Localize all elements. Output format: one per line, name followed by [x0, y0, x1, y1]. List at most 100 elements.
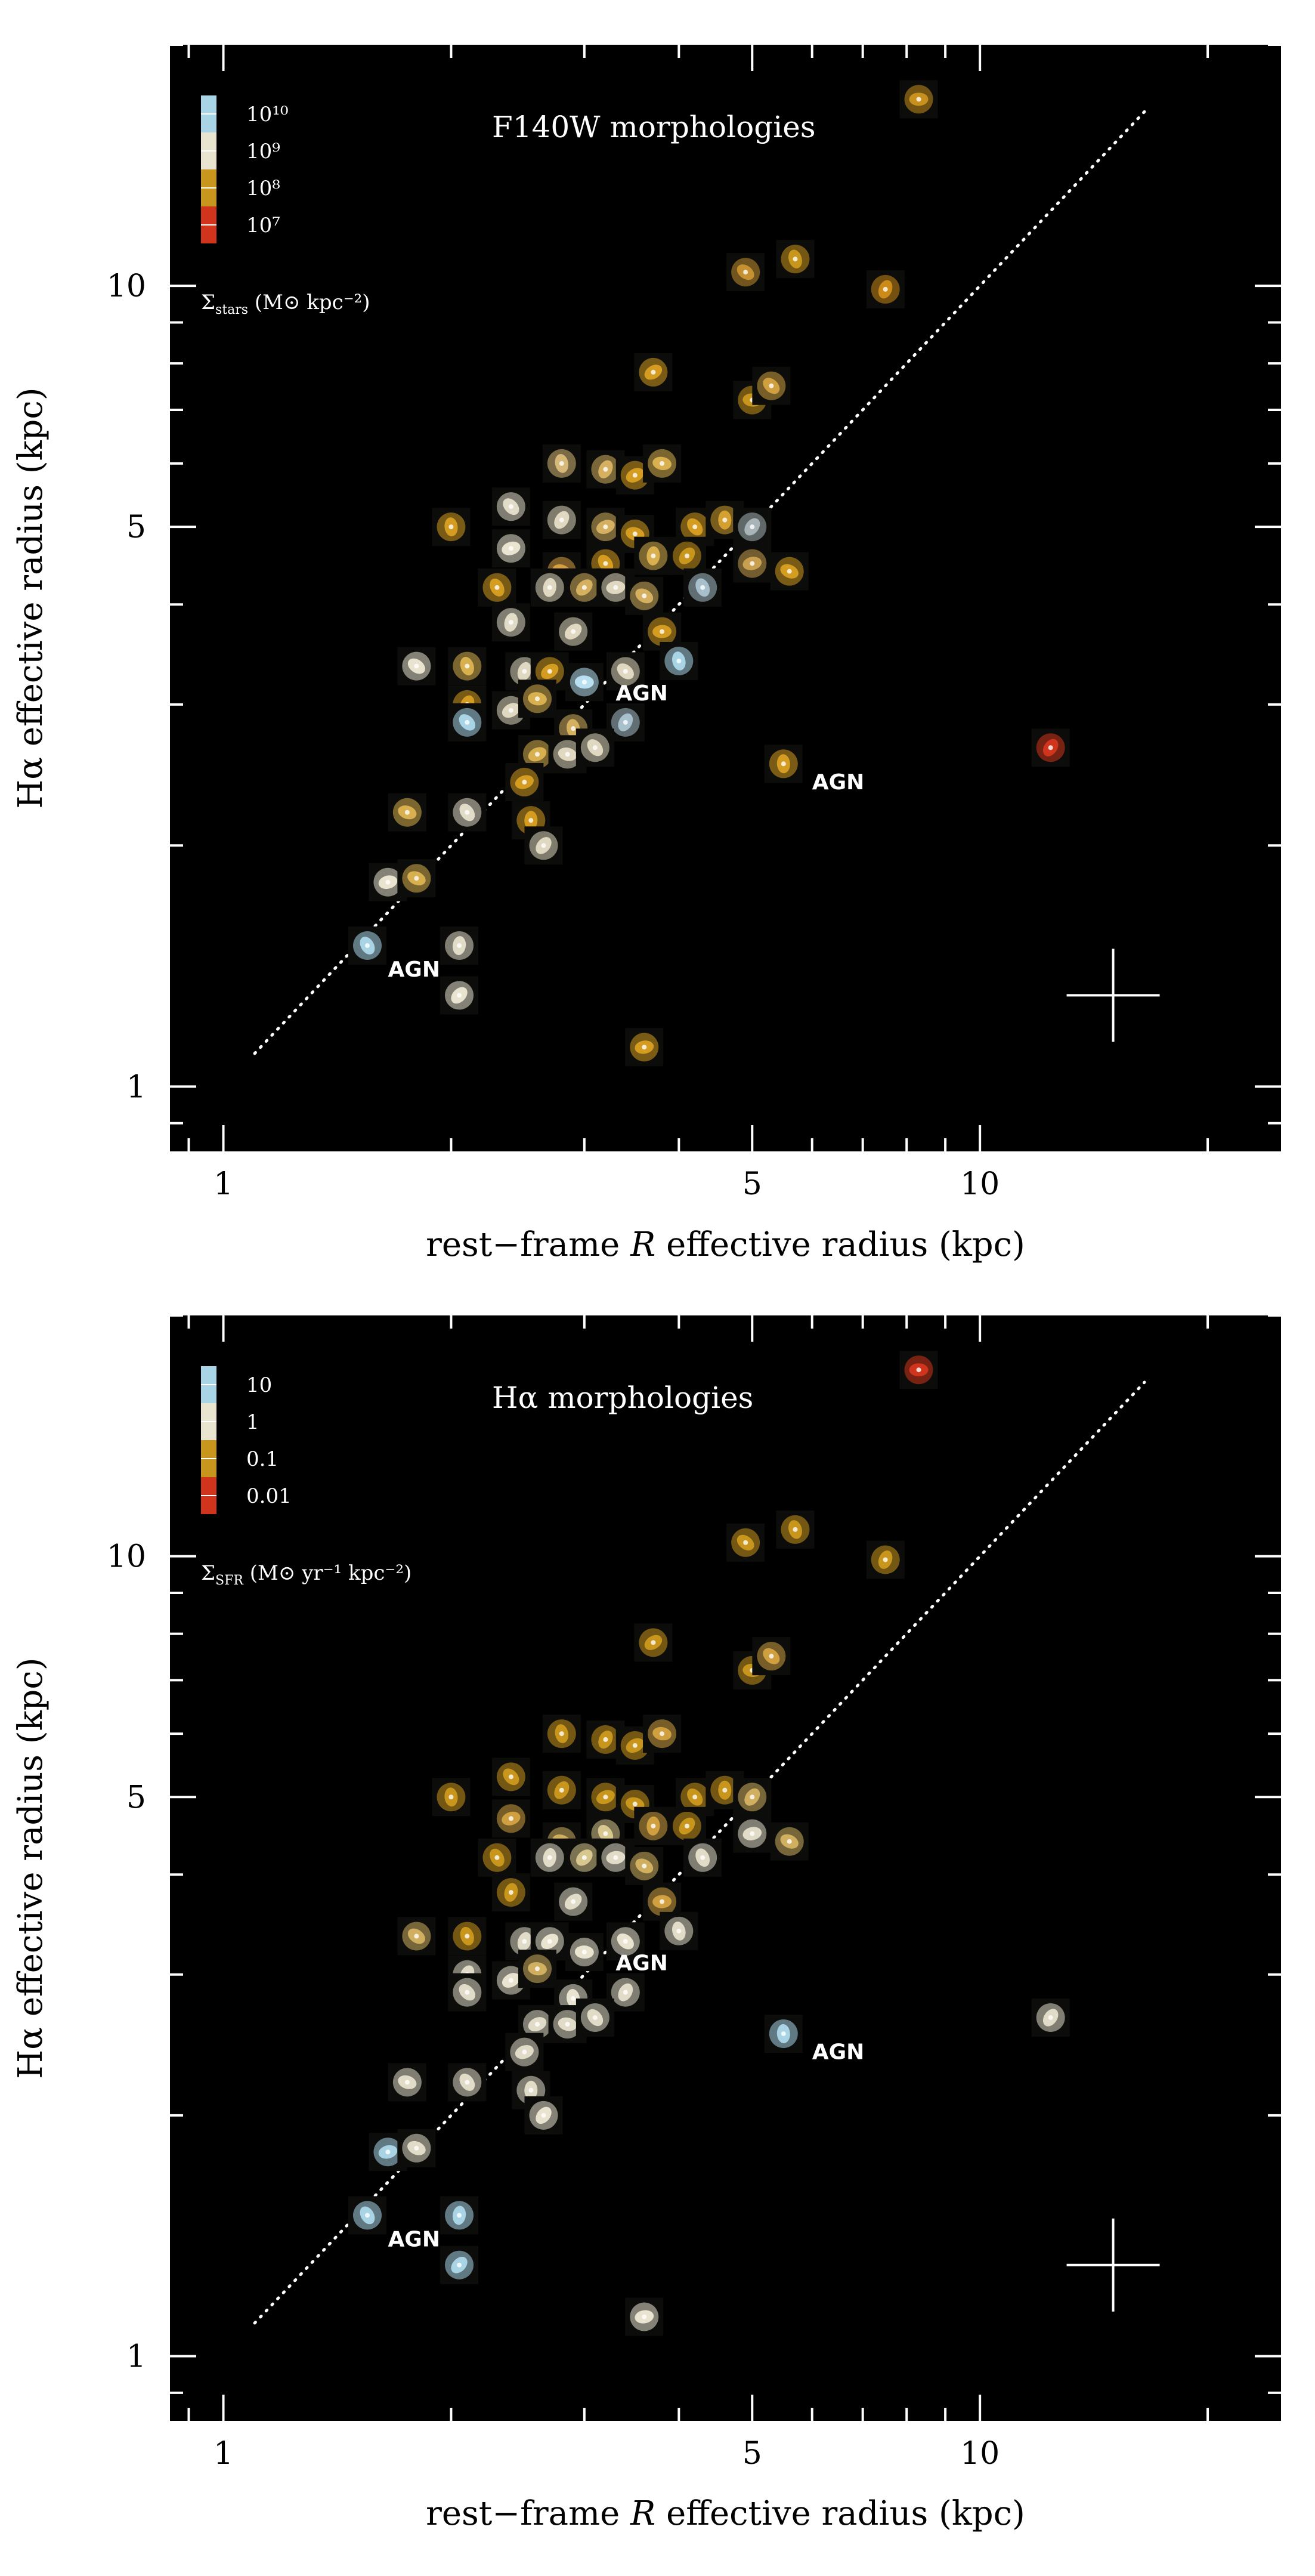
galaxy-core	[465, 663, 470, 669]
galaxy-core	[642, 593, 647, 598]
y-tick-label: 1	[126, 1069, 146, 1105]
galaxy-point	[625, 576, 664, 615]
galaxy-point	[440, 2196, 479, 2235]
galaxy-point	[752, 366, 791, 405]
galaxy-point	[625, 2297, 664, 2336]
galaxy-core	[660, 1899, 665, 1904]
galaxy-point	[554, 1882, 593, 1921]
galaxy-point	[397, 859, 436, 898]
galaxy-core	[385, 879, 391, 885]
galaxy-point	[899, 80, 938, 119]
galaxy-core	[508, 708, 513, 713]
colorbar-label: 10	[246, 1373, 272, 1397]
y-tick-label: 1	[126, 2339, 146, 2374]
galaxy-core	[1048, 745, 1053, 750]
galaxy-core	[465, 719, 470, 725]
galaxy-core	[559, 1787, 564, 1793]
y-tick-label: 10	[107, 1539, 146, 1575]
galaxy-core	[660, 1731, 665, 1737]
galaxy-core	[559, 1731, 564, 1737]
colorbar: 10¹⁰ 10⁹ 10⁸ 10⁷ Σstars (M⊙ kpc⁻²)	[201, 95, 370, 317]
galaxy-point	[667, 1806, 706, 1845]
galaxy-core	[581, 1950, 587, 1955]
galaxy-core	[651, 1823, 656, 1828]
agn-label: AGN	[615, 681, 668, 706]
galaxy-core	[743, 1540, 748, 1545]
galaxy-point	[776, 1510, 815, 1549]
galaxy-core	[547, 1855, 552, 1860]
galaxy-point	[733, 1778, 772, 1817]
galaxy-core	[684, 553, 689, 558]
galaxy-point	[575, 728, 614, 767]
galaxy-core	[692, 1794, 698, 1800]
x-tick-label: 10	[960, 2436, 1000, 2472]
galaxy-core	[623, 719, 628, 725]
galaxy-core	[494, 1855, 500, 1860]
galaxy-point	[440, 976, 479, 1015]
galaxy-core	[522, 2049, 527, 2055]
galaxy-point	[683, 568, 722, 607]
galaxy-core	[508, 1774, 513, 1780]
galaxy-core	[642, 1863, 647, 1868]
galaxy-core	[581, 1855, 587, 1860]
galaxy-core	[522, 780, 527, 785]
galaxy-core	[365, 943, 370, 949]
agn-label: AGN	[812, 2040, 865, 2065]
galaxy-core	[603, 561, 608, 566]
galaxy-point	[530, 1838, 569, 1877]
galaxy-point	[643, 1882, 682, 1921]
galaxy-core	[722, 517, 728, 523]
galaxy-point	[542, 1715, 581, 1753]
galaxy-core	[623, 1990, 628, 1995]
galaxy-core	[522, 669, 527, 674]
galaxy-point	[518, 1950, 556, 1988]
galaxy-core	[613, 585, 618, 590]
galaxy-core	[571, 1996, 576, 2001]
galaxy-point	[524, 826, 563, 865]
x-tick-label: 5	[742, 2436, 762, 2472]
galaxy-core	[508, 620, 513, 625]
x-axis-label: rest−frame R effective radius (kpc)	[426, 2494, 1025, 2533]
panel-title: F140W morphologies	[492, 110, 815, 144]
galaxy-point	[397, 2129, 436, 2167]
x-axis-label-var: R	[630, 2494, 655, 2533]
galaxy-core	[916, 97, 921, 102]
galaxy-point	[726, 253, 765, 292]
galaxy-core	[642, 1045, 647, 1050]
galaxy-core	[508, 546, 513, 551]
galaxy-core	[508, 504, 513, 509]
galaxy-core	[883, 286, 888, 292]
agn-label: AGN	[388, 2228, 440, 2252]
galaxy-point	[764, 2014, 803, 2053]
galaxy-point	[606, 652, 645, 691]
galaxy-core	[541, 843, 546, 848]
galaxy-core	[465, 1990, 470, 1995]
galaxy-core	[534, 2022, 540, 2027]
galaxy-core	[385, 2149, 391, 2155]
galaxy-core	[541, 2112, 546, 2118]
galaxy-core	[508, 1978, 513, 1983]
galaxy-core	[660, 461, 665, 466]
x-tick-label: 1	[214, 2436, 233, 2472]
galaxy-core	[684, 1823, 689, 1828]
x-axis-label-post: effective radius (kpc)	[655, 1225, 1025, 1264]
galaxy-point	[448, 647, 487, 685]
galaxy-core	[743, 270, 748, 275]
galaxy-core	[508, 1890, 513, 1895]
galaxy-core	[632, 531, 638, 536]
colorbar-unit: ΣSFR (M⊙ yr⁻¹ kpc⁻²)	[201, 1561, 411, 1588]
x-tick-label: 1	[214, 1166, 233, 1202]
galaxy-point	[397, 1917, 436, 1956]
galaxy-core	[787, 569, 792, 574]
galaxy-point	[764, 745, 803, 783]
colorbar-label: 10⁷	[246, 214, 280, 237]
galaxy-core	[632, 1802, 638, 1807]
colorbar-unit-rest: (M⊙ yr⁻¹ kpc⁻²)	[243, 1561, 411, 1585]
y-axis-label: Hα effective radius (kpc)	[11, 387, 50, 808]
galaxy-core	[534, 1966, 540, 1972]
galaxy-core	[651, 553, 656, 558]
galaxy-point	[478, 1838, 516, 1877]
galaxy-point	[542, 1771, 581, 1809]
agn-label: AGN	[812, 770, 865, 795]
